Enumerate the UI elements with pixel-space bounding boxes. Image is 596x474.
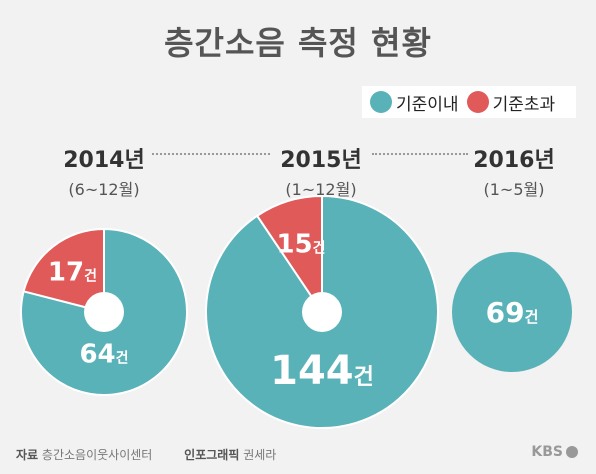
dotted-connector bbox=[152, 153, 270, 155]
legend-item-within: 기준이내 bbox=[370, 90, 459, 115]
slice-label: 17건 bbox=[48, 257, 97, 287]
legend-swatch-within bbox=[370, 91, 392, 113]
legend-label-exceeded: 기준초과 bbox=[492, 94, 556, 115]
slice-label: 64건 bbox=[79, 340, 128, 370]
year-header-2016: 2016년 (1~5월) bbox=[454, 142, 574, 200]
kbs-logo: KBS bbox=[531, 444, 578, 460]
year-header-2015: 2015년 (1~12월) bbox=[261, 142, 381, 200]
year-title: 2016년 bbox=[473, 148, 555, 173]
slice-label: 15건 bbox=[276, 229, 325, 259]
dotted-connector bbox=[372, 153, 468, 155]
year-range: (1~5월) bbox=[483, 180, 545, 199]
year-header-2014: 2014년 (6~12월) bbox=[44, 142, 164, 200]
legend-label-within: 기준이내 bbox=[396, 94, 459, 115]
pie-slice-기준초과 bbox=[255, 194, 323, 316]
source-label: 자료 bbox=[16, 448, 39, 462]
year-range: (1~12월) bbox=[285, 180, 357, 199]
legend-swatch-exceeded bbox=[466, 91, 489, 113]
slice-label: 69건 bbox=[486, 296, 539, 329]
legend: 기준이내 기준초과 bbox=[362, 86, 576, 118]
year-title: 2015년 bbox=[280, 148, 362, 173]
slice-label: 144건 bbox=[270, 348, 374, 394]
page-title: 층간소음 측정 현황 bbox=[164, 24, 432, 62]
logo-text: KBS bbox=[531, 444, 563, 460]
footer: 자료 층간소음이웃사이센터 인포그래픽 권세라 bbox=[16, 446, 304, 463]
year-title: 2014년 bbox=[63, 148, 145, 173]
pie-center-hole bbox=[302, 292, 342, 332]
logo-dot-icon bbox=[566, 446, 578, 458]
pie-slice-기준이내 bbox=[452, 252, 572, 372]
legend-item-exceeded: 기준초과 bbox=[466, 90, 556, 115]
pie-slice-기준초과 bbox=[22, 227, 105, 314]
source-value: 층간소음이웃사이센터 bbox=[41, 448, 153, 462]
pie-center-hole bbox=[84, 292, 124, 332]
pie-slice-기준이내 bbox=[20, 227, 188, 396]
graphic-label: 인포그래픽 bbox=[184, 448, 240, 462]
year-range: (6~12월) bbox=[68, 180, 140, 199]
graphic-value: 권세라 bbox=[243, 448, 277, 462]
